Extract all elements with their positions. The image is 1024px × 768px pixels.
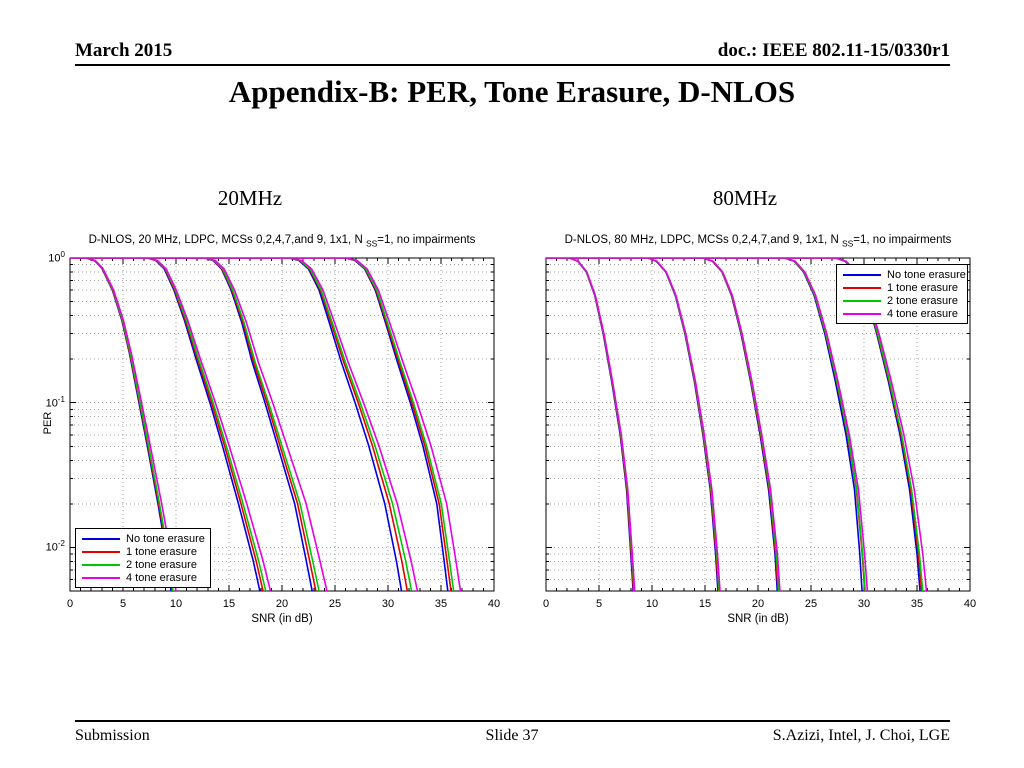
x-tick-label: 10 bbox=[646, 598, 658, 610]
grid-lines bbox=[70, 258, 494, 591]
axes-box-and-ticks bbox=[69, 257, 495, 592]
curve-mcs4-magenta bbox=[546, 258, 781, 591]
footer-submission: Submission bbox=[75, 727, 150, 744]
legend-entry-magenta: 4 tone erasure bbox=[82, 571, 204, 584]
per-chart-20mhz: 0 5 10 15 20 25 30 35 40 SNR (in dB) D-NLOS, 20 MH… bbox=[30, 230, 510, 635]
legend-label: No tone erasure bbox=[126, 532, 205, 545]
curve-mcs7-magenta bbox=[70, 258, 419, 591]
curve-mcs4-red bbox=[546, 258, 779, 591]
x-tick-label: 20 bbox=[276, 598, 288, 610]
curve-mcs0-magenta bbox=[70, 258, 177, 591]
legend-label: 2 tone erasure bbox=[126, 558, 197, 571]
x-tick-label: 25 bbox=[329, 598, 341, 610]
y-tick-label: 10-1 bbox=[45, 394, 65, 410]
legend-label: 1 tone erasure bbox=[126, 545, 197, 558]
legend-entry-blue: No tone erasure bbox=[82, 532, 205, 545]
curves bbox=[546, 258, 928, 591]
legend-line-green bbox=[843, 299, 881, 302]
curve-mcs2-green bbox=[546, 258, 720, 591]
x-tick-label: 30 bbox=[382, 598, 394, 610]
x-axis-label: SNR (in dB) bbox=[251, 613, 313, 625]
legend-label: 2 tone erasure bbox=[887, 294, 958, 307]
legend-entry-blue: No tone erasure bbox=[843, 268, 966, 281]
legend-entry-green: 2 tone erasure bbox=[843, 294, 961, 307]
x-tick-label: 30 bbox=[858, 598, 870, 610]
chart-canvas: 0 5 10 15 20 25 30 35 40 SNR (in dB) bbox=[543, 257, 976, 625]
curve-mcs0-green bbox=[546, 258, 635, 591]
chart-label-80mhz: 80MHz bbox=[712, 186, 778, 210]
legend-entry-magenta: 4 tone erasure bbox=[843, 307, 961, 320]
curves bbox=[70, 258, 462, 591]
footer-slide-number: Slide 37 bbox=[485, 727, 539, 744]
curve-mcs4-blue bbox=[546, 258, 779, 591]
x-tick-label: 0 bbox=[543, 598, 549, 610]
curve-mcs9-magenta bbox=[546, 258, 928, 591]
chart-title: D-NLOS, 80 MHz, LDPC, MCSs 0,2,4,7,and 9… bbox=[564, 234, 952, 249]
legend-line-blue bbox=[843, 273, 881, 276]
x-tick-label: 35 bbox=[911, 598, 923, 610]
legend: No tone erasure 1 tone erasure 2 tone eras… bbox=[836, 264, 968, 324]
header-divider bbox=[75, 64, 950, 66]
chart-canvas: 0 5 10 15 20 25 30 35 40 SNR (in dB) bbox=[67, 257, 500, 625]
header-doc-number: doc.: IEEE 802.11-15/0330r1 bbox=[717, 40, 950, 61]
curve-mcs0-magenta bbox=[546, 258, 636, 591]
x-axis-label: SNR (in dB) bbox=[727, 613, 789, 625]
legend-line-red bbox=[82, 550, 120, 553]
footer-authors: S.Azizi, Intel, J. Choi, LGE bbox=[772, 727, 950, 744]
y-tick-label: 10-2 bbox=[45, 539, 65, 555]
legend-entry-red: 1 tone erasure bbox=[82, 545, 204, 558]
legend-label: 4 tone erasure bbox=[887, 307, 958, 320]
legend-label: No tone erasure bbox=[887, 268, 966, 281]
curve-mcs7-magenta bbox=[546, 258, 869, 591]
x-tick-label: 20 bbox=[752, 598, 764, 610]
x-tick-label: 25 bbox=[805, 598, 817, 610]
curve-mcs4-green bbox=[546, 258, 780, 591]
curve-mcs2-magenta bbox=[546, 258, 721, 591]
per-chart-80mhz: 0 5 10 15 20 25 30 35 40 SNR (in dB) D-NLOS, 80 MH… bbox=[506, 230, 986, 635]
x-tick-label: 5 bbox=[596, 598, 602, 610]
x-tick-label: 0 bbox=[67, 598, 73, 610]
x-tick-label: 15 bbox=[223, 598, 235, 610]
legend-entry-green: 2 tone erasure bbox=[82, 558, 204, 571]
legend-line-red bbox=[843, 286, 881, 289]
chart-title: D-NLOS, 20 MHz, LDPC, MCSs 0,2,4,7,and 9… bbox=[88, 234, 476, 249]
legend-label: 4 tone erasure bbox=[126, 571, 197, 584]
x-tick-label: 10 bbox=[170, 598, 182, 610]
x-tick-label: 40 bbox=[964, 598, 976, 610]
curve-mcs2-magenta bbox=[70, 258, 272, 591]
x-tick-label: 40 bbox=[488, 598, 500, 610]
curve-mcs4-magenta bbox=[70, 258, 328, 591]
y-tick-label: 100 bbox=[48, 250, 65, 265]
y-axis-label: PER bbox=[42, 411, 54, 434]
curve-mcs9-magenta bbox=[70, 258, 462, 591]
x-tick-label: 5 bbox=[120, 598, 126, 610]
slide-title: Appendix-B: PER, Tone Erasure, D-NLOS bbox=[228, 74, 796, 109]
legend-line-magenta bbox=[843, 312, 881, 315]
chart-label-20mhz: 20MHz bbox=[217, 186, 283, 210]
header-date: March 2015 bbox=[75, 40, 173, 61]
legend-entry-red: 1 tone erasure bbox=[843, 281, 961, 294]
legend-label: 1 tone erasure bbox=[887, 281, 958, 294]
x-tick-label: 15 bbox=[699, 598, 711, 610]
x-tick-label: 35 bbox=[435, 598, 447, 610]
footer-divider bbox=[75, 720, 950, 722]
legend-line-blue bbox=[82, 537, 120, 540]
legend-line-green bbox=[82, 563, 120, 566]
legend-line-magenta bbox=[82, 576, 120, 579]
legend: No tone erasure 1 tone erasure 2 tone eras… bbox=[75, 528, 211, 588]
